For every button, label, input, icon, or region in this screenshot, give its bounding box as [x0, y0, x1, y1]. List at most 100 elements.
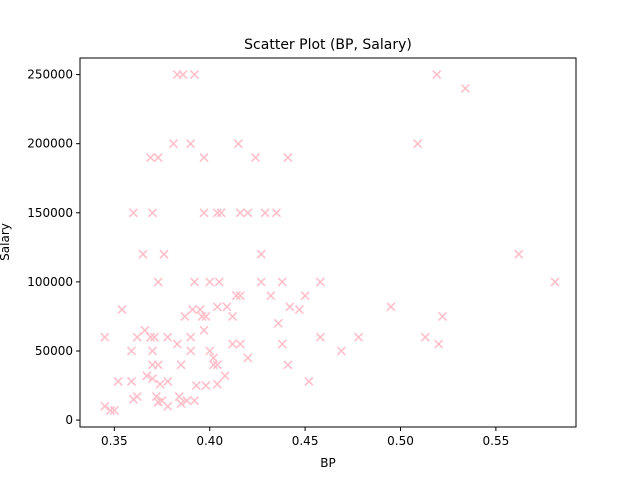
data-point: [174, 392, 184, 402]
data-point: [147, 374, 158, 384]
data-point: [212, 302, 222, 312]
data-point: [256, 249, 266, 259]
y-axis-label: Salary: [0, 223, 12, 261]
data-point: [146, 332, 156, 342]
data-point: [260, 208, 270, 218]
data-point: [147, 346, 158, 356]
data-point: [163, 401, 173, 411]
data-point: [216, 208, 226, 218]
data-point: [266, 291, 276, 301]
data-point: [212, 379, 222, 389]
chart-title: Scatter Plot (BP, Salary): [244, 37, 412, 53]
data-point: [187, 304, 198, 315]
data-point: [460, 83, 470, 93]
data-point: [514, 249, 524, 259]
x-tick-label: 0.55: [483, 434, 510, 448]
data-point: [336, 346, 346, 356]
data-point: [220, 371, 230, 381]
data-point: [138, 249, 148, 259]
data-point: [132, 392, 142, 402]
data-point: [153, 152, 163, 163]
data-point: [153, 360, 163, 370]
data-point: [250, 152, 261, 163]
data-point: [172, 339, 182, 349]
data-point: [142, 371, 152, 381]
data-point: [233, 139, 243, 149]
data-point: [159, 249, 169, 259]
data-point: [147, 208, 158, 218]
data-point: [420, 332, 430, 342]
data-point: [146, 152, 156, 163]
data-point: [186, 139, 196, 149]
data-point: [235, 291, 245, 301]
data-point: [126, 376, 137, 386]
data-point: [191, 380, 201, 391]
y-tick-label: 250000: [27, 68, 73, 82]
data-point: [163, 376, 173, 386]
data-point: [212, 208, 222, 218]
data-point: [205, 346, 215, 356]
data-point: [189, 277, 200, 287]
data-point: [153, 277, 163, 287]
data-point: [285, 302, 295, 312]
data-point: [149, 332, 159, 342]
data-point: [277, 339, 287, 349]
data-point: [205, 277, 215, 287]
data-point: [222, 302, 232, 312]
data-point: [256, 277, 266, 287]
data-point: [243, 353, 253, 363]
data-point: [228, 339, 238, 349]
data-point: [283, 152, 293, 163]
data-point: [182, 396, 192, 406]
y-tick-label: 100000: [27, 275, 73, 289]
data-point: [235, 208, 245, 218]
data-point: [235, 339, 245, 349]
data-point: [126, 346, 137, 356]
y-tick-label: 0: [65, 413, 73, 427]
data-point: [199, 208, 209, 218]
data-point: [212, 360, 222, 370]
x-axis-label: BP: [320, 456, 335, 470]
data-point: [283, 360, 293, 370]
points-layer: [100, 70, 560, 415]
data-point: [273, 318, 283, 328]
data-point: [189, 396, 200, 406]
data-point: [228, 311, 238, 322]
x-axis-ticks: 0.35 0.40 0.45 0.50 0.55: [101, 427, 509, 448]
data-point: [353, 332, 364, 342]
data-point: [231, 291, 241, 301]
data-point: [163, 332, 173, 342]
data-point: [208, 353, 219, 363]
data-point: [178, 70, 188, 80]
x-tick-label: 0.45: [292, 434, 319, 448]
data-point: [109, 405, 119, 415]
data-point: [271, 208, 282, 218]
data-point: [176, 360, 186, 370]
data-point: [195, 304, 205, 315]
data-point: [199, 152, 209, 163]
data-point: [176, 398, 186, 409]
data-point: [186, 332, 196, 342]
data-point: [201, 311, 211, 322]
data-point: [117, 304, 127, 315]
data-point: [300, 291, 310, 301]
data-point: [208, 360, 219, 370]
data-point: [128, 208, 138, 218]
y-axis-ticks: 0 50000 100000 150000 200000 250000: [27, 68, 80, 427]
data-point: [243, 208, 253, 218]
data-point: [105, 405, 116, 415]
data-point: [277, 277, 287, 287]
data-point: [214, 277, 224, 287]
data-point: [413, 139, 423, 149]
data-point: [550, 277, 560, 287]
data-point: [186, 346, 196, 356]
data-point: [434, 339, 444, 349]
plot-frame: [79, 57, 577, 428]
x-tick-label: 0.50: [387, 434, 414, 448]
data-point: [180, 311, 190, 322]
y-tick-label: 150000: [27, 206, 73, 220]
x-tick-label: 0.35: [101, 434, 128, 448]
data-point: [113, 376, 123, 386]
